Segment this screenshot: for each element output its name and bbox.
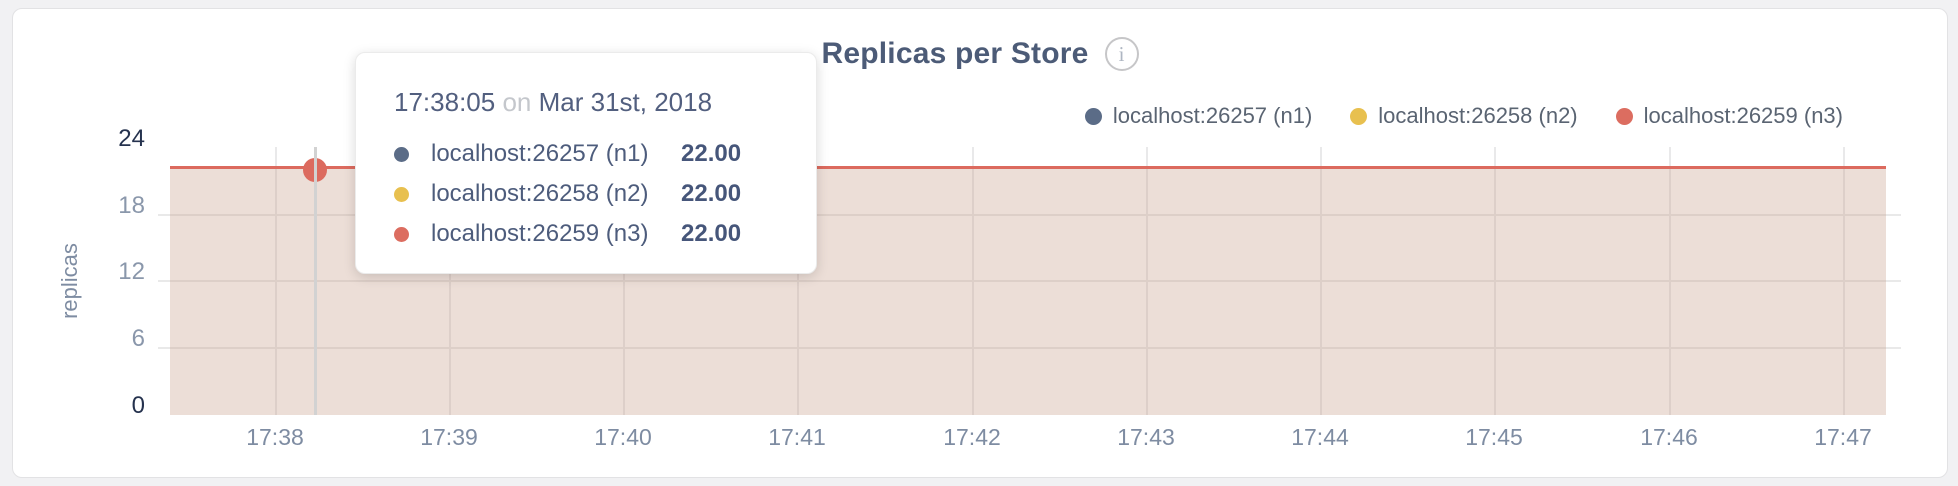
x-tick-17-41: 17:41	[768, 424, 826, 450]
x-tick-17-38: 17:38	[246, 424, 304, 450]
x-tick-17-46: 17:46	[1640, 424, 1698, 450]
x-tick-17-40: 17:40	[594, 424, 652, 450]
info-icon[interactable]: i	[1104, 37, 1139, 71]
legend: localhost:26257 (n1) localhost:26258 (n2…	[1084, 103, 1843, 129]
y-tick-12: 12	[118, 258, 145, 285]
chart-title: Replicas per Store	[821, 37, 1089, 70]
x-tick-17-39: 17:39	[420, 424, 478, 450]
legend-item-n2[interactable]: localhost:26258 (n2)	[1350, 103, 1578, 129]
series-line	[170, 166, 1886, 169]
tooltip-row: localhost:26259 (n3) 22.00	[394, 214, 816, 254]
tooltip-row: localhost:26258 (n2) 22.00	[394, 174, 816, 214]
tooltip-date: Mar 31st, 2018	[538, 87, 713, 117]
tooltip-series-value: 22.00	[681, 140, 742, 167]
series-dot-icon	[1350, 107, 1368, 125]
y-tick-24: 24	[118, 125, 145, 152]
y-tick-6: 6	[131, 325, 145, 352]
tooltip-timestamp: 17:38:05 on Mar 31st, 2018	[394, 87, 816, 118]
x-tick-17-47: 17:47	[1814, 424, 1872, 450]
y-tick-18: 18	[118, 192, 145, 219]
tooltip-series-value: 22.00	[681, 180, 742, 207]
horizontal-gridline	[158, 214, 1901, 216]
legend-label: localhost:26258 (n2)	[1378, 103, 1578, 128]
tooltip-joiner: on	[502, 87, 532, 117]
series-dot-icon	[394, 186, 409, 202]
horizontal-gridline	[158, 280, 1901, 282]
tooltip-row: localhost:26257 (n1) 22.00	[394, 134, 816, 174]
hover-tooltip: 17:38:05 on Mar 31st, 2018 localhost:262…	[355, 52, 817, 274]
chart-card: Replicas per Store i localhost:26257 (n1…	[12, 8, 1948, 478]
x-tick-17-43: 17:43	[1117, 424, 1175, 450]
chart-header: Replicas per Store i	[13, 37, 1947, 71]
y-tick-0: 0	[131, 392, 145, 419]
x-tick-17-44: 17:44	[1291, 424, 1349, 450]
series-dot-icon	[1615, 107, 1633, 125]
hover-guideline	[314, 147, 317, 415]
legend-item-n1[interactable]: localhost:26257 (n1)	[1084, 103, 1313, 129]
horizontal-gridline	[158, 347, 1901, 349]
legend-label: localhost:26259 (n3)	[1643, 103, 1843, 128]
legend-label: localhost:26257 (n1)	[1112, 103, 1313, 128]
tooltip-series-value: 22.00	[681, 220, 742, 247]
series-dot-icon	[1084, 107, 1102, 125]
x-tick-17-45: 17:45	[1465, 424, 1523, 450]
tooltip-series-label: localhost:26259 (n3)	[431, 220, 649, 247]
series-dot-icon	[394, 146, 409, 162]
tooltip-series-label: localhost:26257 (n1)	[431, 140, 649, 167]
tooltip-series-label: localhost:26258 (n2)	[431, 180, 649, 207]
series-dot-icon	[394, 226, 409, 242]
x-tick-17-42: 17:42	[943, 424, 1001, 450]
legend-item-n3[interactable]: localhost:26259 (n3)	[1615, 103, 1843, 129]
tooltip-time: 17:38:05	[394, 87, 496, 117]
